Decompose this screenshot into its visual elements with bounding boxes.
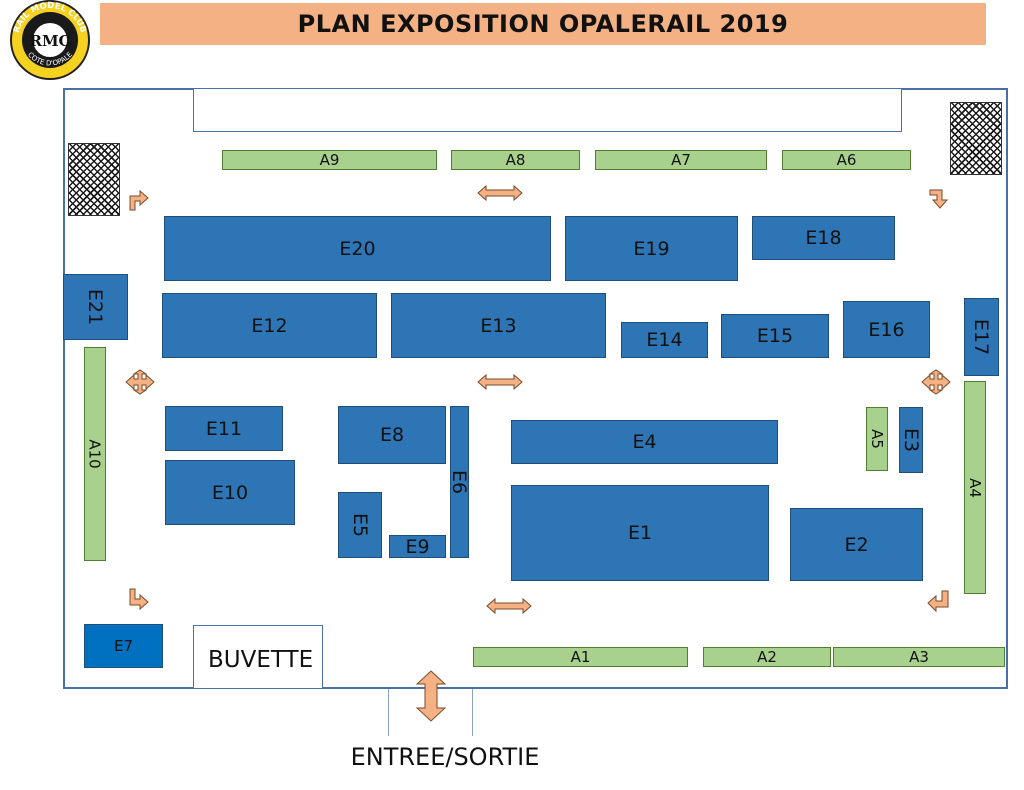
double-arrow-icon (477, 373, 523, 391)
stand-a1: A1 (473, 647, 688, 667)
exhibitor-e11: E11 (165, 406, 283, 451)
exhibitor-e3: E3 (899, 407, 923, 473)
hatched-area-left (68, 143, 120, 216)
hall-outline (63, 88, 1008, 689)
svg-text:RMC: RMC (29, 32, 70, 50)
exhibitor-e8: E8 (338, 406, 446, 464)
exhibitor-e16: E16 (843, 301, 930, 358)
exhibitor-e18: E18 (752, 216, 895, 260)
stand-a3: A3 (833, 647, 1005, 667)
exhibitor-e4: E4 (511, 420, 778, 464)
double-arrow-icon (477, 184, 523, 202)
exhibitor-e5: E5 (338, 492, 382, 558)
exhibitor-e1: E1 (511, 485, 769, 581)
stand-a2: A2 (703, 647, 831, 667)
corner-arrow-icon (927, 590, 949, 613)
stand-a5: A5 (866, 407, 888, 471)
exhibitor-e15: E15 (721, 314, 829, 358)
exhibitor-e19: E19 (565, 216, 738, 281)
title-band (100, 3, 986, 45)
exhibitor-e9: E9 (389, 535, 446, 558)
corner-arrow-icon (929, 189, 949, 209)
buvette-area: BUVETTE (193, 625, 323, 689)
top-area (193, 89, 902, 132)
exhibitor-e6: E6 (449, 406, 471, 558)
entrance-line-left (388, 689, 389, 736)
entrance-arrow-icon (415, 670, 447, 722)
exhibitor-e10: E10 (165, 460, 295, 525)
exhibitor-e13: E13 (391, 293, 606, 358)
exhibitor-e2: E2 (790, 508, 923, 581)
entrance-line-right (472, 689, 473, 736)
stand-a9: A9 (222, 150, 437, 170)
junction-arrow-icon (125, 369, 155, 395)
stand-a4: A4 (964, 381, 986, 594)
exhibitor-e21: E21 (63, 274, 128, 340)
junction-arrow-icon (921, 369, 951, 395)
exhibitor-e20: E20 (164, 216, 551, 281)
exhibitor-e12: E12 (162, 293, 377, 358)
page-title: PLAN EXPOSITION OPALERAIL 2019 (297, 10, 789, 38)
exhibitor-e14: E14 (621, 322, 708, 358)
hatched-area-right (950, 102, 1002, 175)
corner-arrow-icon (129, 189, 149, 211)
exhibitor-e7: E7 (84, 624, 163, 668)
stand-a6: A6 (782, 150, 911, 170)
double-arrow-icon (486, 597, 532, 615)
stand-a8: A8 (451, 150, 580, 170)
club-logo: RMC RAIL MODEL CLUB COTE D'OPALE (2, 0, 98, 80)
stand-a7: A7 (595, 150, 767, 170)
corner-arrow-icon (129, 588, 149, 611)
stand-a10: A10 (84, 347, 106, 561)
exhibitor-e17: E17 (964, 298, 999, 376)
entrance-label: ENTREE/SORTIE (350, 743, 540, 771)
